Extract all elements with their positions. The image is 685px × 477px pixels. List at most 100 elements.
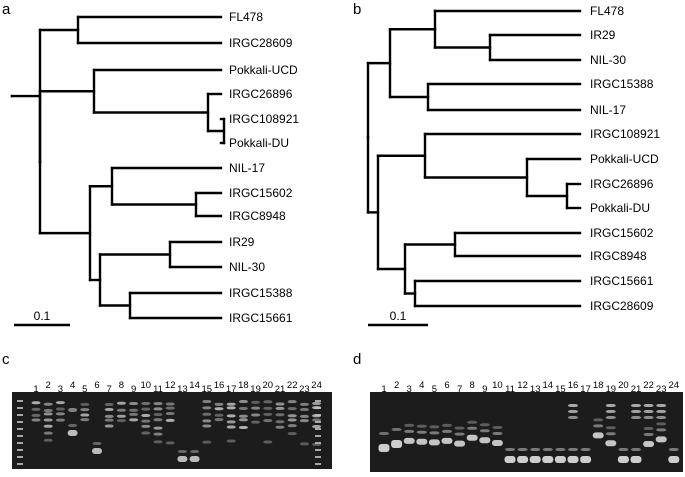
leaf-label: IRGC8948 — [229, 209, 286, 223]
lane-label: 3 — [407, 384, 412, 395]
gel-band — [605, 426, 616, 430]
gel-band — [104, 408, 114, 412]
gel-band — [43, 402, 53, 406]
gel-band — [529, 456, 541, 463]
gel-band — [251, 420, 261, 424]
gel-band — [153, 432, 163, 436]
gel-band — [275, 402, 285, 406]
gel-band — [238, 400, 248, 404]
leaf-label: NIL-30 — [229, 260, 265, 274]
marker-band — [17, 414, 23, 416]
gel-band — [263, 406, 273, 410]
leaf-label: Pokkali-UCD — [229, 63, 298, 77]
lane-label: 2 — [394, 380, 399, 391]
lane-label: 14 — [189, 380, 200, 391]
gel-band — [416, 430, 427, 434]
gel-band — [312, 418, 322, 422]
gel-band — [631, 448, 641, 451]
panel-b-letter: b — [353, 1, 362, 18]
gel-band — [643, 410, 654, 413]
gel-band — [454, 440, 466, 447]
lane-label: 21 — [275, 384, 286, 395]
gel-band — [568, 448, 578, 451]
gel-band — [592, 432, 604, 439]
gel-band — [177, 450, 187, 453]
gel-band — [568, 416, 578, 419]
gel-band — [530, 448, 541, 451]
gel-band — [263, 440, 273, 444]
gel-band — [287, 418, 297, 422]
scale-label: 0.1 — [390, 309, 407, 323]
gel-band — [605, 410, 616, 413]
lane-label: 22 — [643, 380, 654, 391]
lane-label: 18 — [238, 380, 249, 391]
gel-band — [656, 410, 667, 413]
gel-band — [442, 423, 452, 427]
gel-band — [656, 416, 667, 419]
leaf-label: IR29 — [229, 235, 255, 249]
gel-band — [643, 416, 654, 419]
gel-band — [454, 426, 465, 430]
gel-band — [129, 412, 139, 416]
gel-band — [668, 456, 680, 463]
gel-band — [165, 402, 175, 406]
gel-band — [141, 424, 151, 428]
marker-band — [315, 442, 321, 444]
gel-band — [656, 422, 667, 426]
gel-band — [403, 437, 415, 444]
gel-band — [165, 412, 175, 416]
gel-band — [299, 419, 309, 423]
gel-band — [153, 413, 163, 417]
leaf-label: NIL-17 — [590, 103, 626, 117]
leaf-label: FL478 — [229, 10, 263, 24]
gel-band — [80, 408, 90, 412]
marker-band — [17, 407, 23, 409]
gel-band — [517, 448, 528, 451]
marker-band — [315, 463, 321, 465]
marker-band — [17, 442, 23, 444]
gel-band — [656, 404, 667, 407]
lane-label: 7 — [457, 384, 462, 395]
gel-band — [153, 407, 163, 411]
gel-band — [275, 420, 285, 424]
gel-band — [505, 448, 515, 451]
gel-band — [542, 448, 553, 451]
gel-band — [668, 448, 679, 451]
lane-label: 15 — [555, 384, 566, 395]
gel-band — [43, 408, 53, 412]
gel-band — [492, 425, 503, 429]
lane-label: 24 — [669, 380, 680, 391]
gel-band — [404, 423, 415, 427]
lane-label: 11 — [505, 384, 515, 395]
scale-label: 0.1 — [34, 309, 51, 323]
gel-band — [116, 419, 126, 423]
gel-band — [80, 418, 90, 422]
gel-band — [428, 439, 440, 446]
leaf-label: Pokkali-UCD — [590, 152, 659, 166]
leaf-label: IRGC26896 — [590, 177, 654, 191]
gel-band — [177, 456, 188, 462]
gel-band — [141, 431, 151, 435]
gel-band — [43, 412, 53, 416]
gel-band — [202, 400, 212, 404]
lane-label: 21 — [631, 384, 642, 395]
panel-a-letter: a — [2, 1, 11, 18]
gel-band — [153, 440, 163, 444]
gel-band — [631, 404, 641, 407]
gel-band — [263, 412, 273, 416]
leaf-label: IRGC8948 — [590, 249, 647, 263]
gel-band — [416, 438, 428, 445]
gel-band — [251, 413, 261, 417]
lane-label: 16 — [214, 380, 225, 391]
gel-band — [466, 434, 478, 441]
gel-band — [116, 414, 126, 418]
leaf-label: IRGC26896 — [229, 87, 293, 101]
marker-band — [315, 456, 321, 458]
gel-band — [580, 448, 591, 451]
marker-band — [17, 435, 23, 437]
lane-label: 6 — [94, 380, 99, 391]
